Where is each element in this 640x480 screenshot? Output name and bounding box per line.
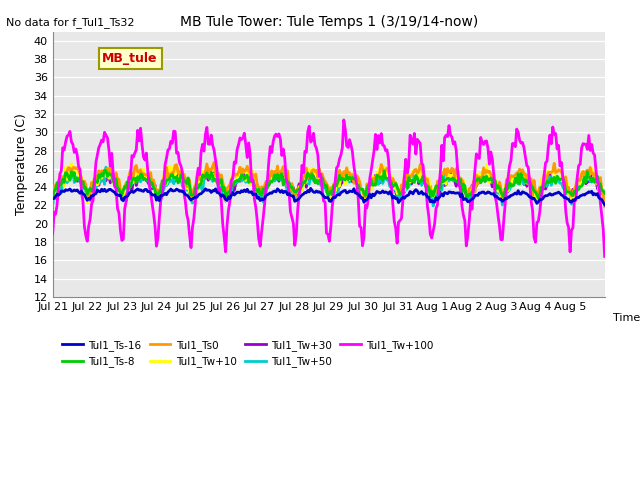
Text: MB_tule: MB_tule xyxy=(102,52,158,65)
Text: No data for f_Tul1_Ts32: No data for f_Tul1_Ts32 xyxy=(6,17,135,28)
X-axis label: Time: Time xyxy=(613,313,640,323)
Title: MB Tule Tower: Tule Temps 1 (3/19/14-now): MB Tule Tower: Tule Temps 1 (3/19/14-now… xyxy=(180,15,478,29)
Y-axis label: Temperature (C): Temperature (C) xyxy=(15,113,28,215)
Legend: Tul1_Ts-16, Tul1_Ts-8, Tul1_Ts0, Tul1_Tw+10, Tul1_Tw+30, Tul1_Tw+50, Tul1_Tw+100: Tul1_Ts-16, Tul1_Ts-8, Tul1_Ts0, Tul1_Tw… xyxy=(58,336,438,372)
